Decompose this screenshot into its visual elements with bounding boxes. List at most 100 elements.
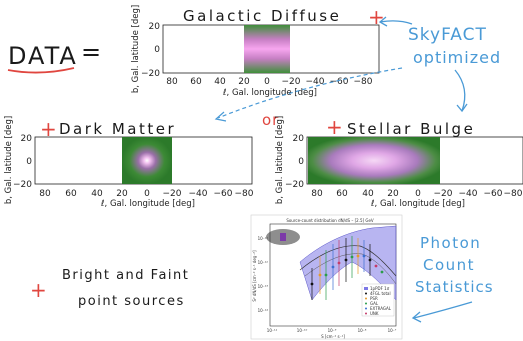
tick-label: 20 — [21, 134, 33, 144]
data-point — [324, 273, 328, 277]
tick-label: 10⁻¹⁰ — [297, 328, 308, 333]
legend-entry: EXTRAGAL — [370, 306, 392, 311]
tick-label: 40 — [362, 189, 374, 199]
legend-entry: GAL — [370, 301, 379, 306]
tick-label: 20 — [293, 134, 305, 144]
tick-label: 10⁻⁸ — [358, 328, 367, 333]
photon-line2: Count — [423, 256, 475, 274]
tick-label: −20 — [285, 180, 304, 190]
tick-label: 80 — [166, 77, 178, 87]
tick-label: −20 — [141, 69, 160, 79]
data-point — [350, 255, 354, 259]
title-plus-sign: + — [40, 117, 57, 141]
data-point — [310, 282, 314, 286]
tick-label: 10⁻¹¹ — [258, 236, 269, 241]
tick-label: 80 — [39, 189, 51, 199]
y-axis-label: b, Gal. latitude [deg] — [4, 116, 14, 204]
skyfact-arrow-left-head — [378, 16, 388, 27]
bright-faint-line1: Bright and Faint — [62, 268, 189, 283]
photon-arrow — [413, 301, 473, 319]
sky-mini-map-core — [280, 233, 286, 241]
map-stellar-bulge: + Stellar Bulge 80 60 40 20 0 −20 −40 −6… — [275, 115, 523, 209]
skyfact-arrow-down-head — [456, 103, 468, 113]
map-title: Stellar Bulge — [347, 120, 475, 138]
tick-label: 20 — [387, 189, 399, 199]
data-point — [374, 264, 378, 268]
tick-label: 0 — [415, 189, 421, 199]
data-point — [356, 254, 360, 258]
tick-label: 10⁻¹¹ — [267, 328, 278, 333]
bright-plus-sign: + — [30, 278, 47, 302]
tick-label: 10⁻⁹ — [328, 328, 337, 333]
best-fit-line — [299, 245, 397, 277]
tick-label: 10⁻¹³ — [258, 284, 269, 289]
legend-entry: 1pPDF 1σ — [370, 286, 390, 291]
x-axis-label: ℓ, Gal. longitude [deg] — [222, 88, 317, 98]
photon-line1: Photon — [420, 234, 481, 252]
legend-swatch — [365, 307, 367, 310]
photon-arrow-head — [411, 311, 422, 323]
x-ticks: 80 60 40 20 0 −20 −40 −60 −80 — [166, 77, 372, 87]
tick-label: −80 — [504, 189, 523, 199]
y-axis-label: b, Gal. latitude [deg] — [275, 116, 285, 204]
tick-label: 0 — [264, 77, 270, 87]
tick-label: 80 — [311, 189, 323, 199]
legend-swatch — [364, 287, 368, 290]
map-title: Galactic Diffuse — [183, 7, 341, 25]
y-axis-label: b, Gal. latitude [deg] — [131, 5, 141, 93]
photon-line3: Statistics — [415, 278, 494, 296]
tick-label: −40 — [189, 189, 208, 199]
y-ticks: 20 0 −20 — [141, 22, 160, 79]
y-ticks: 20 0 −20 — [13, 134, 32, 190]
tick-label: 20 — [238, 77, 250, 87]
skyfact-arrow-down — [454, 69, 466, 112]
inset-legend: 1pPDF 1σ 4FGL total PSR GAL EXTRAGAL UNK — [361, 283, 395, 317]
tick-label: −40 — [306, 77, 325, 87]
data-label: DATA — [8, 42, 78, 70]
x-axis-label: ℓ, Gal. longitude [deg] — [370, 199, 465, 209]
legend-entry: 4FGL total — [370, 291, 391, 296]
x-ticks: 80 60 40 20 0 −20 −40 −60 −80 — [311, 189, 522, 199]
tick-label: 0 — [298, 157, 304, 167]
data-underline — [7, 67, 75, 74]
data-point — [331, 265, 335, 269]
tick-label: 40 — [91, 189, 103, 199]
tick-label: −20 — [163, 189, 182, 199]
title-plus-sign: + — [326, 115, 343, 139]
tick-label: −40 — [459, 189, 478, 199]
legend-swatch — [365, 292, 367, 295]
tick-label: −20 — [282, 77, 301, 87]
legend-entry: UNK — [370, 311, 379, 316]
data-points — [310, 236, 384, 300]
tick-label: −20 — [434, 189, 453, 199]
data-point — [380, 270, 384, 274]
inset-y-axis-label: S² dN/dS [cm⁻² s⁻¹ deg⁻²] — [252, 250, 257, 302]
tick-label: 10⁻¹⁴ — [258, 308, 269, 313]
equals-sign: = — [81, 38, 101, 66]
tick-label: −80 — [235, 189, 254, 199]
inset-title: Source-count distribution dN/dS – [2.5] … — [286, 218, 374, 223]
optimized-label: optimized — [413, 48, 501, 67]
map-image — [244, 25, 290, 73]
skyfact-label: SkyFACT — [408, 25, 487, 45]
inset-x-axis-label: S [cm⁻² s⁻¹] — [321, 334, 345, 339]
map-galactic-diffuse: Galactic Diffuse + 80 60 40 20 0 −20 −40… — [131, 5, 385, 98]
legend-swatch — [365, 297, 367, 300]
data-point — [344, 258, 348, 262]
legend-entry: PSR — [370, 296, 378, 301]
tick-label: 0 — [154, 45, 160, 55]
map-image — [122, 137, 172, 184]
map-image — [308, 137, 440, 184]
map-dark-matter: + Dark Matter 80 60 40 20 0 −20 −40 −60 … — [4, 116, 254, 209]
skyfact-arrow-dashed — [217, 67, 403, 119]
y-ticks: 20 0 −20 — [285, 134, 304, 190]
data-point — [368, 258, 372, 262]
skyfact-arrow-left — [379, 20, 413, 25]
inset-source-count-plot: Source-count distribution dN/dS – [2.5] … — [250, 214, 403, 340]
data-point — [337, 261, 341, 265]
legend-swatch — [365, 302, 367, 305]
tick-label: −60 — [330, 77, 349, 87]
data-point — [318, 273, 322, 277]
